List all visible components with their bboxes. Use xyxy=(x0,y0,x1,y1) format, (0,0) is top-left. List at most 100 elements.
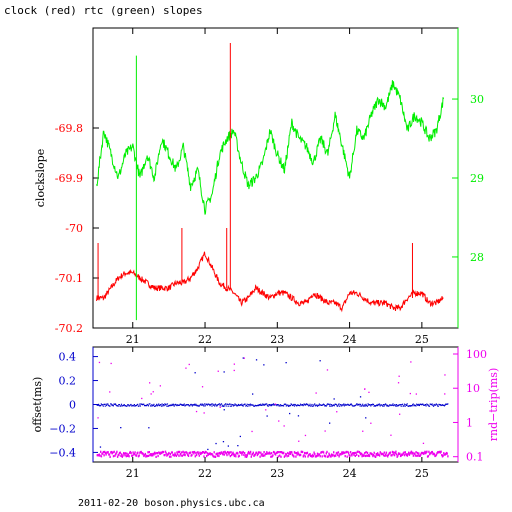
offset-point xyxy=(376,404,378,406)
roundtrip-point xyxy=(399,454,402,458)
offset-point xyxy=(99,405,101,407)
roundtrip-point xyxy=(229,455,232,458)
offset-point xyxy=(125,405,127,407)
offset-point xyxy=(182,404,184,406)
offset-point xyxy=(361,405,363,407)
offset-point xyxy=(174,404,176,406)
rtc-slope-line xyxy=(96,80,444,215)
roundtrip-point xyxy=(266,451,268,454)
roundtrip-point xyxy=(100,450,102,453)
offset-point xyxy=(214,403,216,405)
offset-point xyxy=(363,405,365,407)
roundtrip-outlier xyxy=(326,369,329,371)
offset-point xyxy=(323,404,325,406)
offset-point xyxy=(406,404,408,406)
offset-point xyxy=(360,403,362,405)
offset-point xyxy=(378,403,381,405)
offset-point xyxy=(201,404,203,406)
offset-point xyxy=(202,403,204,405)
roundtrip-outlier xyxy=(219,406,221,408)
offset-point xyxy=(412,403,414,405)
roundtrip-point xyxy=(119,451,121,454)
roundtrip-outlier xyxy=(201,386,204,388)
offset-point xyxy=(314,405,316,407)
roundtrip-point xyxy=(303,454,305,457)
offset-point xyxy=(316,404,318,406)
offset-point xyxy=(100,405,102,407)
offset-point xyxy=(206,404,208,406)
offset-point xyxy=(299,403,302,405)
offset-point xyxy=(216,404,218,406)
roundtrip-point xyxy=(154,452,157,455)
offset-point xyxy=(351,404,353,406)
roundtrip-point xyxy=(382,452,384,455)
roundtrip-point xyxy=(385,451,388,454)
offset-point xyxy=(412,404,414,406)
top-panel: 21 22 23 24 25 -69.8 -69.9 -70 -70.1 -70.2 30 29 28 c… xyxy=(34,27,484,346)
offset-point xyxy=(416,403,418,405)
roundtrip-point xyxy=(121,455,123,458)
offset-point xyxy=(167,405,169,407)
offset-point xyxy=(97,404,99,406)
offset-point xyxy=(170,404,173,406)
offset-point xyxy=(147,404,149,406)
roundtrip-point xyxy=(287,451,289,455)
roundtrip-point xyxy=(177,450,180,453)
roundtrip-point xyxy=(165,452,167,455)
offset-point xyxy=(291,403,293,406)
roundtrip-point xyxy=(180,454,182,457)
offset-point xyxy=(119,405,121,407)
offset-point xyxy=(437,405,439,407)
offset-point xyxy=(270,405,273,407)
roundtrip-point xyxy=(246,454,248,457)
offset-point xyxy=(235,404,237,406)
roundtrip-point xyxy=(151,453,153,456)
offset-point xyxy=(337,404,339,406)
roundtrip-point xyxy=(288,452,290,456)
offset-point xyxy=(390,404,392,407)
roundtrip-point xyxy=(424,450,426,453)
offset-point xyxy=(258,405,260,407)
offset-point xyxy=(148,403,150,405)
roundtrip-point xyxy=(104,451,107,455)
offset-point xyxy=(239,404,241,406)
offset-point xyxy=(221,405,223,407)
offset-point xyxy=(171,403,173,405)
offset-point xyxy=(335,403,337,406)
offset-point xyxy=(344,403,346,405)
roundtrip-point xyxy=(332,454,334,457)
roundtrip-point xyxy=(357,450,359,453)
roundtrip-point xyxy=(349,455,351,458)
offset-outlier xyxy=(333,398,335,400)
offset-point xyxy=(293,403,295,406)
offset-point xyxy=(159,404,161,406)
roundtrip-point xyxy=(372,454,375,457)
offset-point xyxy=(124,405,126,407)
roundtrip-point xyxy=(371,453,373,456)
offset-point xyxy=(143,405,146,407)
roundtrip-point xyxy=(134,451,136,454)
roundtrip-outlier xyxy=(109,391,111,393)
roundtrip-point xyxy=(153,453,155,456)
roundtrip-point xyxy=(192,451,194,454)
offset-point xyxy=(208,404,210,406)
roundtrip-point xyxy=(193,452,195,455)
offset-point xyxy=(193,403,196,405)
roundtrip-point xyxy=(209,452,211,455)
offset-point xyxy=(130,403,132,406)
roundtrip-outlier xyxy=(203,412,205,414)
offset-outlier xyxy=(289,412,291,415)
offset-point xyxy=(444,404,446,406)
roundtrip-point xyxy=(373,451,375,454)
roundtrip-point xyxy=(358,454,360,458)
offset-point xyxy=(112,405,114,407)
roundtrip-point xyxy=(272,450,275,454)
offset-point xyxy=(263,403,265,405)
bottom-right-tick-label: 100 xyxy=(466,348,487,361)
roundtrip-point xyxy=(364,454,367,458)
roundtrip-point xyxy=(277,455,279,458)
offset-point xyxy=(255,405,257,407)
offset-point xyxy=(235,404,237,406)
roundtrip-point xyxy=(131,454,134,457)
roundtrip-point xyxy=(428,450,430,453)
